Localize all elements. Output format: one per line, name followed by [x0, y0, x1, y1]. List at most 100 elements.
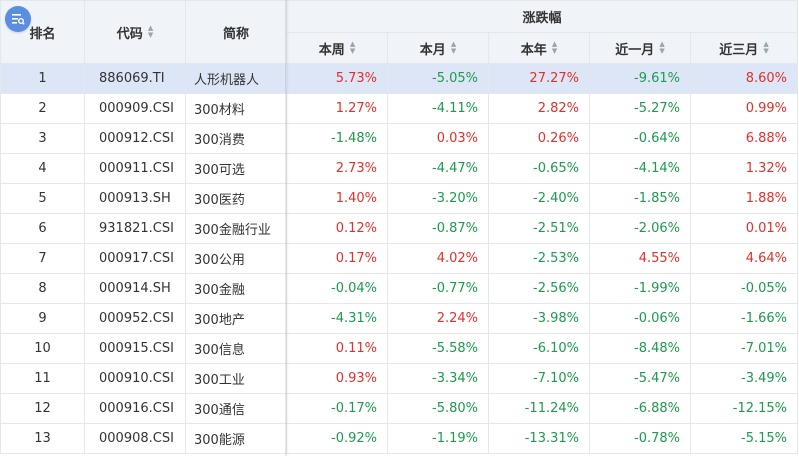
month-change-cell: -4.11% [387, 93, 489, 124]
last-3-months-change-cell: 0.99% [689, 93, 799, 124]
month-change-cell: -5.80% [387, 393, 489, 424]
rank-cell: 1 [0, 63, 85, 94]
table-row[interactable]: 12 000916.CSI 300通信 -0.17% -5.80% -11.24% -6.8… [0, 393, 799, 424]
name-cell: 人形机器人 [185, 63, 287, 94]
sort-arrows-icon[interactable]: ▲ ▼ [763, 40, 769, 55]
rank-cell: 12 [0, 393, 85, 424]
last-3-months-change-cell: 4.64% [689, 243, 799, 274]
code-cell: 000916.CSI [84, 393, 186, 424]
table-row[interactable]: 10 000915.CSI 300信息 0.11% -5.58% -6.10% -8.48%… [0, 333, 799, 364]
month-change-cell: -4.47% [387, 153, 489, 184]
last-3-months-change-cell: 6.88% [689, 123, 799, 154]
code-cell: 000909.CSI [84, 93, 186, 124]
last-3-months-change-cell: -7.01% [689, 333, 799, 364]
table-row[interactable]: 5 000913.SH 300医药 1.40% -3.20% -2.40% -1.85% 1.… [0, 183, 799, 214]
year-change-cell: -11.24% [488, 393, 590, 424]
code-cell: 886069.TI [84, 63, 186, 94]
rank-cell: 5 [0, 183, 85, 214]
month-change-cell: 4.02% [387, 243, 489, 274]
sort-arrows-icon[interactable]: ▲ ▼ [349, 40, 356, 55]
name-cell: 300地产 [185, 303, 287, 334]
rank-cell: 13 [0, 423, 85, 454]
header-week[interactable]: 本周 ▲ ▼ [286, 32, 388, 64]
sort-arrows-icon[interactable]: ▲ ▼ [450, 40, 457, 55]
last-3-months-change-cell: 1.88% [689, 183, 799, 214]
table-row[interactable]: 11 000910.CSI 300工业 0.93% -3.34% -7.10% -5.47%… [0, 363, 799, 394]
sort-arrows-icon[interactable]: ▲ ▼ [659, 40, 665, 55]
table-row[interactable]: 3 000912.CSI 300消费 -1.48% 0.03% 0.26% -0.64% 6.… [0, 123, 799, 154]
last-month-change-cell: -6.88% [589, 393, 691, 424]
table-header: 排名 代码 ▲ ▼ 简称 涨跌幅 本周 ▲ ▼ 本月 ▲ ▼ 本年 ▲ ▼ 近一月 ▲ ▼ 近三月… [0, 0, 799, 64]
code-cell: 000913.SH [84, 183, 186, 214]
table-row[interactable]: 6 931821.CSI 300金融行业 0.12% -0.87% -2.51% -2.06… [0, 213, 799, 244]
last-3-months-change-cell: 8.60% [689, 63, 799, 94]
month-change-cell: -5.05% [387, 63, 489, 94]
name-cell: 300信息 [185, 333, 287, 364]
rank-cell: 9 [0, 303, 85, 334]
name-cell: 300医药 [185, 183, 287, 214]
table-row[interactable]: 2 000909.CSI 300材料 1.27% -4.11% 2.82% -5.27% 0.… [0, 93, 799, 124]
rank-cell: 8 [0, 273, 85, 304]
last-3-months-change-cell: 1.32% [689, 153, 799, 184]
year-change-cell: -2.53% [488, 243, 590, 274]
last-month-change-cell: -5.47% [589, 363, 691, 394]
name-cell: 300金融行业 [185, 213, 287, 244]
header-last-month[interactable]: 近一月 ▲ ▼ [589, 32, 691, 64]
week-change-cell: 0.11% [286, 333, 388, 364]
year-change-cell: -2.51% [488, 213, 590, 244]
month-change-cell: -3.20% [387, 183, 489, 214]
week-change-cell: 0.93% [286, 363, 388, 394]
rank-cell: 11 [0, 363, 85, 394]
sort-arrows-icon[interactable]: ▲ ▼ [147, 24, 154, 39]
last-3-months-change-cell: -5.15% [689, 423, 799, 454]
last-3-months-change-cell: -3.49% [689, 363, 799, 394]
table-row[interactable]: 13 000908.CSI 300能源 -0.92% -1.19% -13.31% -0.7… [0, 423, 799, 454]
week-change-cell: -4.31% [286, 303, 388, 334]
last-month-change-cell: -1.85% [589, 183, 691, 214]
table-row[interactable]: 9 000952.CSI 300地产 -4.31% 2.24% -3.98% -0.06% -… [0, 303, 799, 334]
month-change-cell: 0.03% [387, 123, 489, 154]
name-cell: 300能源 [185, 423, 287, 454]
month-change-cell: -0.87% [387, 213, 489, 244]
year-change-cell: 0.26% [488, 123, 590, 154]
name-cell: 300金融 [185, 273, 287, 304]
last-month-change-cell: -0.64% [589, 123, 691, 154]
last-3-months-change-cell: -1.66% [689, 303, 799, 334]
month-change-cell: 2.24% [387, 303, 489, 334]
week-change-cell: -0.17% [286, 393, 388, 424]
name-cell: 300材料 [185, 93, 287, 124]
code-cell: 000912.CSI [84, 123, 186, 154]
month-change-cell: -5.58% [387, 333, 489, 364]
rank-cell: 7 [0, 243, 85, 274]
last-month-change-cell: -0.78% [589, 423, 691, 454]
sort-arrows-icon[interactable]: ▲ ▼ [551, 40, 558, 55]
last-month-change-cell: -2.06% [589, 213, 691, 244]
header-month[interactable]: 本月 ▲ ▼ [387, 32, 489, 64]
code-cell: 000914.SH [84, 273, 186, 304]
table-row[interactable]: 1 886069.TI 人形机器人 5.73% -5.05% 27.27% -9.61% 8.… [0, 63, 799, 94]
table-row[interactable]: 4 000911.CSI 300可选 2.73% -4.47% -0.65% -4.14% 1… [0, 153, 799, 184]
last-month-change-cell: 4.55% [589, 243, 691, 274]
week-change-cell: 1.40% [286, 183, 388, 214]
code-cell: 000911.CSI [84, 153, 186, 184]
header-code[interactable]: 代码 ▲ ▼ [84, 0, 186, 64]
rank-cell: 3 [0, 123, 85, 154]
header-change-group: 涨跌幅 [285, 0, 799, 33]
header-year[interactable]: 本年 ▲ ▼ [488, 32, 590, 64]
code-cell: 000917.CSI [84, 243, 186, 274]
year-change-cell: 2.82% [488, 93, 590, 124]
name-cell: 300消费 [185, 123, 287, 154]
week-change-cell: -0.92% [286, 423, 388, 454]
column-settings-icon[interactable] [5, 6, 31, 32]
rank-cell: 10 [0, 333, 85, 364]
week-change-cell: -0.04% [286, 273, 388, 304]
header-last-3-months[interactable]: 近三月 ▲ ▼ [689, 32, 799, 64]
table-row[interactable]: 7 000917.CSI 300公用 0.17% 4.02% -2.53% 4.55% 4.6… [0, 243, 799, 274]
last-month-change-cell: -5.27% [589, 93, 691, 124]
month-change-cell: -0.77% [387, 273, 489, 304]
last-month-change-cell: -8.48% [589, 333, 691, 364]
table-row[interactable]: 8 000914.SH 300金融 -0.04% -0.77% -2.56% -1.99% -… [0, 273, 799, 304]
name-cell: 300工业 [185, 363, 287, 394]
